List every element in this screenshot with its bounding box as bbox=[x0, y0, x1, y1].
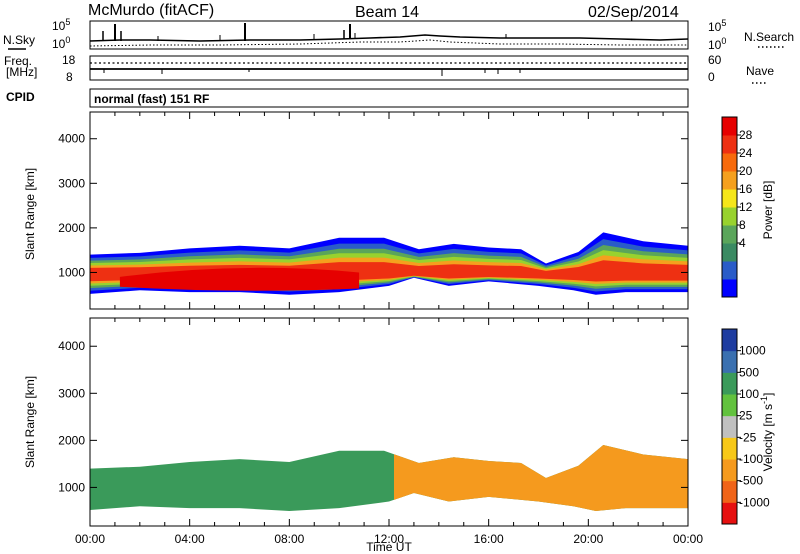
cpid-value: normal (fast) 151 RF bbox=[94, 92, 209, 106]
power-colorbar-swatch bbox=[722, 171, 737, 190]
power-axis: 1000 2000 3000 4000 bbox=[58, 112, 689, 309]
velocity-colorbar-swatch bbox=[722, 480, 737, 503]
velocity-colorbar-label: -1000 bbox=[739, 495, 770, 509]
velocity-echo-region bbox=[90, 445, 688, 511]
velocity-xtick-label: 00:00 bbox=[673, 532, 703, 546]
velocity-ylabel: Slant Range [km] bbox=[23, 376, 37, 468]
velocity-axis: 1000 2000 3000 4000 00:00 04:00 08:00 12:00 16:0… bbox=[58, 318, 703, 546]
nsearch-tick-top: 105 bbox=[708, 18, 726, 34]
velocity-colorbar-swatch bbox=[722, 459, 737, 482]
power-colorbar-swatch bbox=[722, 243, 737, 262]
velocity-colorbar-swatch bbox=[722, 350, 737, 373]
velocity-colorbar-swatch bbox=[722, 329, 737, 352]
power-ytick-label: 3000 bbox=[58, 176, 85, 190]
power-ytick-label: 4000 bbox=[58, 132, 85, 146]
date-label: 02/Sep/2014 bbox=[588, 4, 679, 21]
power-colorbar-label: 4 bbox=[739, 236, 746, 250]
nsearch-line bbox=[89, 39, 688, 47]
power-colorbar-swatch bbox=[722, 279, 737, 298]
beam-label: Beam 14 bbox=[355, 4, 419, 21]
nsky-series bbox=[89, 23, 689, 47]
power-echo-core bbox=[119, 267, 360, 291]
power-colorbar-swatch bbox=[722, 207, 737, 226]
power-colorbar-swatch bbox=[722, 135, 737, 154]
nsky-tick-bottom: 100 bbox=[52, 35, 70, 51]
nave-tick-bottom: 0 bbox=[708, 70, 715, 84]
velocity-ytick-label: 4000 bbox=[58, 339, 85, 353]
nsky-panel bbox=[89, 20, 689, 50]
power-colorbar-swatch bbox=[722, 261, 737, 280]
velocity-colorbar-swatch bbox=[722, 372, 737, 395]
nave-tick-top: 60 bbox=[708, 53, 722, 67]
power-colorbar: 28 24 20 16 12 8 4 bbox=[721, 116, 753, 298]
freq-panel bbox=[89, 55, 689, 81]
station-title: McMurdo (fitACF) bbox=[88, 2, 214, 19]
velocity-xtick-label: 16:00 bbox=[474, 532, 504, 546]
power-colorbar-label: 20 bbox=[739, 164, 753, 178]
power-colorbar-swatch bbox=[722, 225, 737, 244]
power-ytick-label: 1000 bbox=[58, 265, 85, 279]
velocity-colorbar-label: 1000 bbox=[739, 344, 766, 358]
velocity-xtick-label: 20:00 bbox=[573, 532, 603, 546]
power-colorbar-swatch bbox=[722, 153, 737, 172]
velocity-colorbar-title: Velocity [m s-1] bbox=[759, 393, 775, 472]
velocity-colorbar-swatch bbox=[722, 502, 737, 525]
velocity-xtick-label: 08:00 bbox=[274, 532, 304, 546]
nsky-line bbox=[89, 34, 689, 42]
velocity-colorbar-label: -25 bbox=[739, 430, 757, 444]
velocity-echo-receding bbox=[393, 445, 688, 511]
freq-tick-top: 18 bbox=[62, 53, 76, 67]
nsearch-label: N.Search bbox=[744, 30, 794, 44]
cpid-label: CPID bbox=[6, 90, 35, 104]
velocity-colorbar-label: 100 bbox=[739, 387, 759, 401]
power-ylabel: Slant Range [km] bbox=[23, 168, 37, 260]
freq-tick-bottom: 8 bbox=[66, 70, 73, 84]
freq-label-line2: [MHz] bbox=[6, 65, 37, 79]
power-echo-region bbox=[90, 232, 688, 295]
power-panel: 1000 2000 3000 4000 Slant Range [km] 28 24 20… bbox=[23, 111, 775, 310]
nsky-tick-top: 105 bbox=[52, 17, 70, 33]
power-colorbar-label: 16 bbox=[739, 182, 753, 196]
velocity-colorbar-label: 500 bbox=[739, 365, 759, 379]
velocity-xlabel: Time UT bbox=[366, 540, 412, 554]
velocity-ytick-label: 3000 bbox=[58, 386, 85, 400]
power-colorbar-label: 24 bbox=[739, 146, 753, 160]
power-colorbar-swatch bbox=[722, 189, 737, 208]
velocity-colorbar-label: -100 bbox=[739, 452, 763, 466]
velocity-xtick-label: 00:00 bbox=[75, 532, 105, 546]
power-colorbar-label: 28 bbox=[739, 128, 753, 142]
freq-marks bbox=[103, 69, 521, 76]
velocity-ytick-label: 1000 bbox=[58, 480, 85, 494]
velocity-colorbar-label: -500 bbox=[739, 474, 763, 488]
power-colorbar-title: Power [dB] bbox=[761, 181, 775, 240]
velocity-colorbar-label: 25 bbox=[739, 409, 753, 423]
power-ytick-label: 2000 bbox=[58, 221, 85, 235]
velocity-panel: 1000 2000 3000 4000 00:00 04:00 08:00 12:00 16:0… bbox=[23, 317, 775, 554]
nsky-label: N.Sky bbox=[3, 33, 35, 47]
velocity-colorbar-frame bbox=[721, 328, 738, 525]
power-colorbar-label: 12 bbox=[739, 200, 753, 214]
power-colorbar-label: 8 bbox=[739, 218, 746, 232]
cpid-panel bbox=[89, 88, 689, 108]
freq-label-line1: Freq. bbox=[4, 54, 32, 68]
velocity-colorbar: 1000 500 100 25 -25 -100 -500 -1000 bbox=[721, 328, 770, 525]
velocity-xtick-label: 04:00 bbox=[175, 532, 205, 546]
velocity-ytick-label: 2000 bbox=[58, 433, 85, 447]
velocity-xtick-label: 12:00 bbox=[374, 532, 404, 546]
power-colorbar-swatch bbox=[722, 117, 737, 136]
velocity-colorbar-swatch bbox=[722, 415, 737, 438]
nave-label: Nave bbox=[746, 64, 774, 78]
nsearch-tick-bottom: 100 bbox=[708, 36, 726, 52]
velocity-colorbar-swatch bbox=[722, 437, 737, 460]
velocity-colorbar-swatch bbox=[722, 394, 737, 417]
